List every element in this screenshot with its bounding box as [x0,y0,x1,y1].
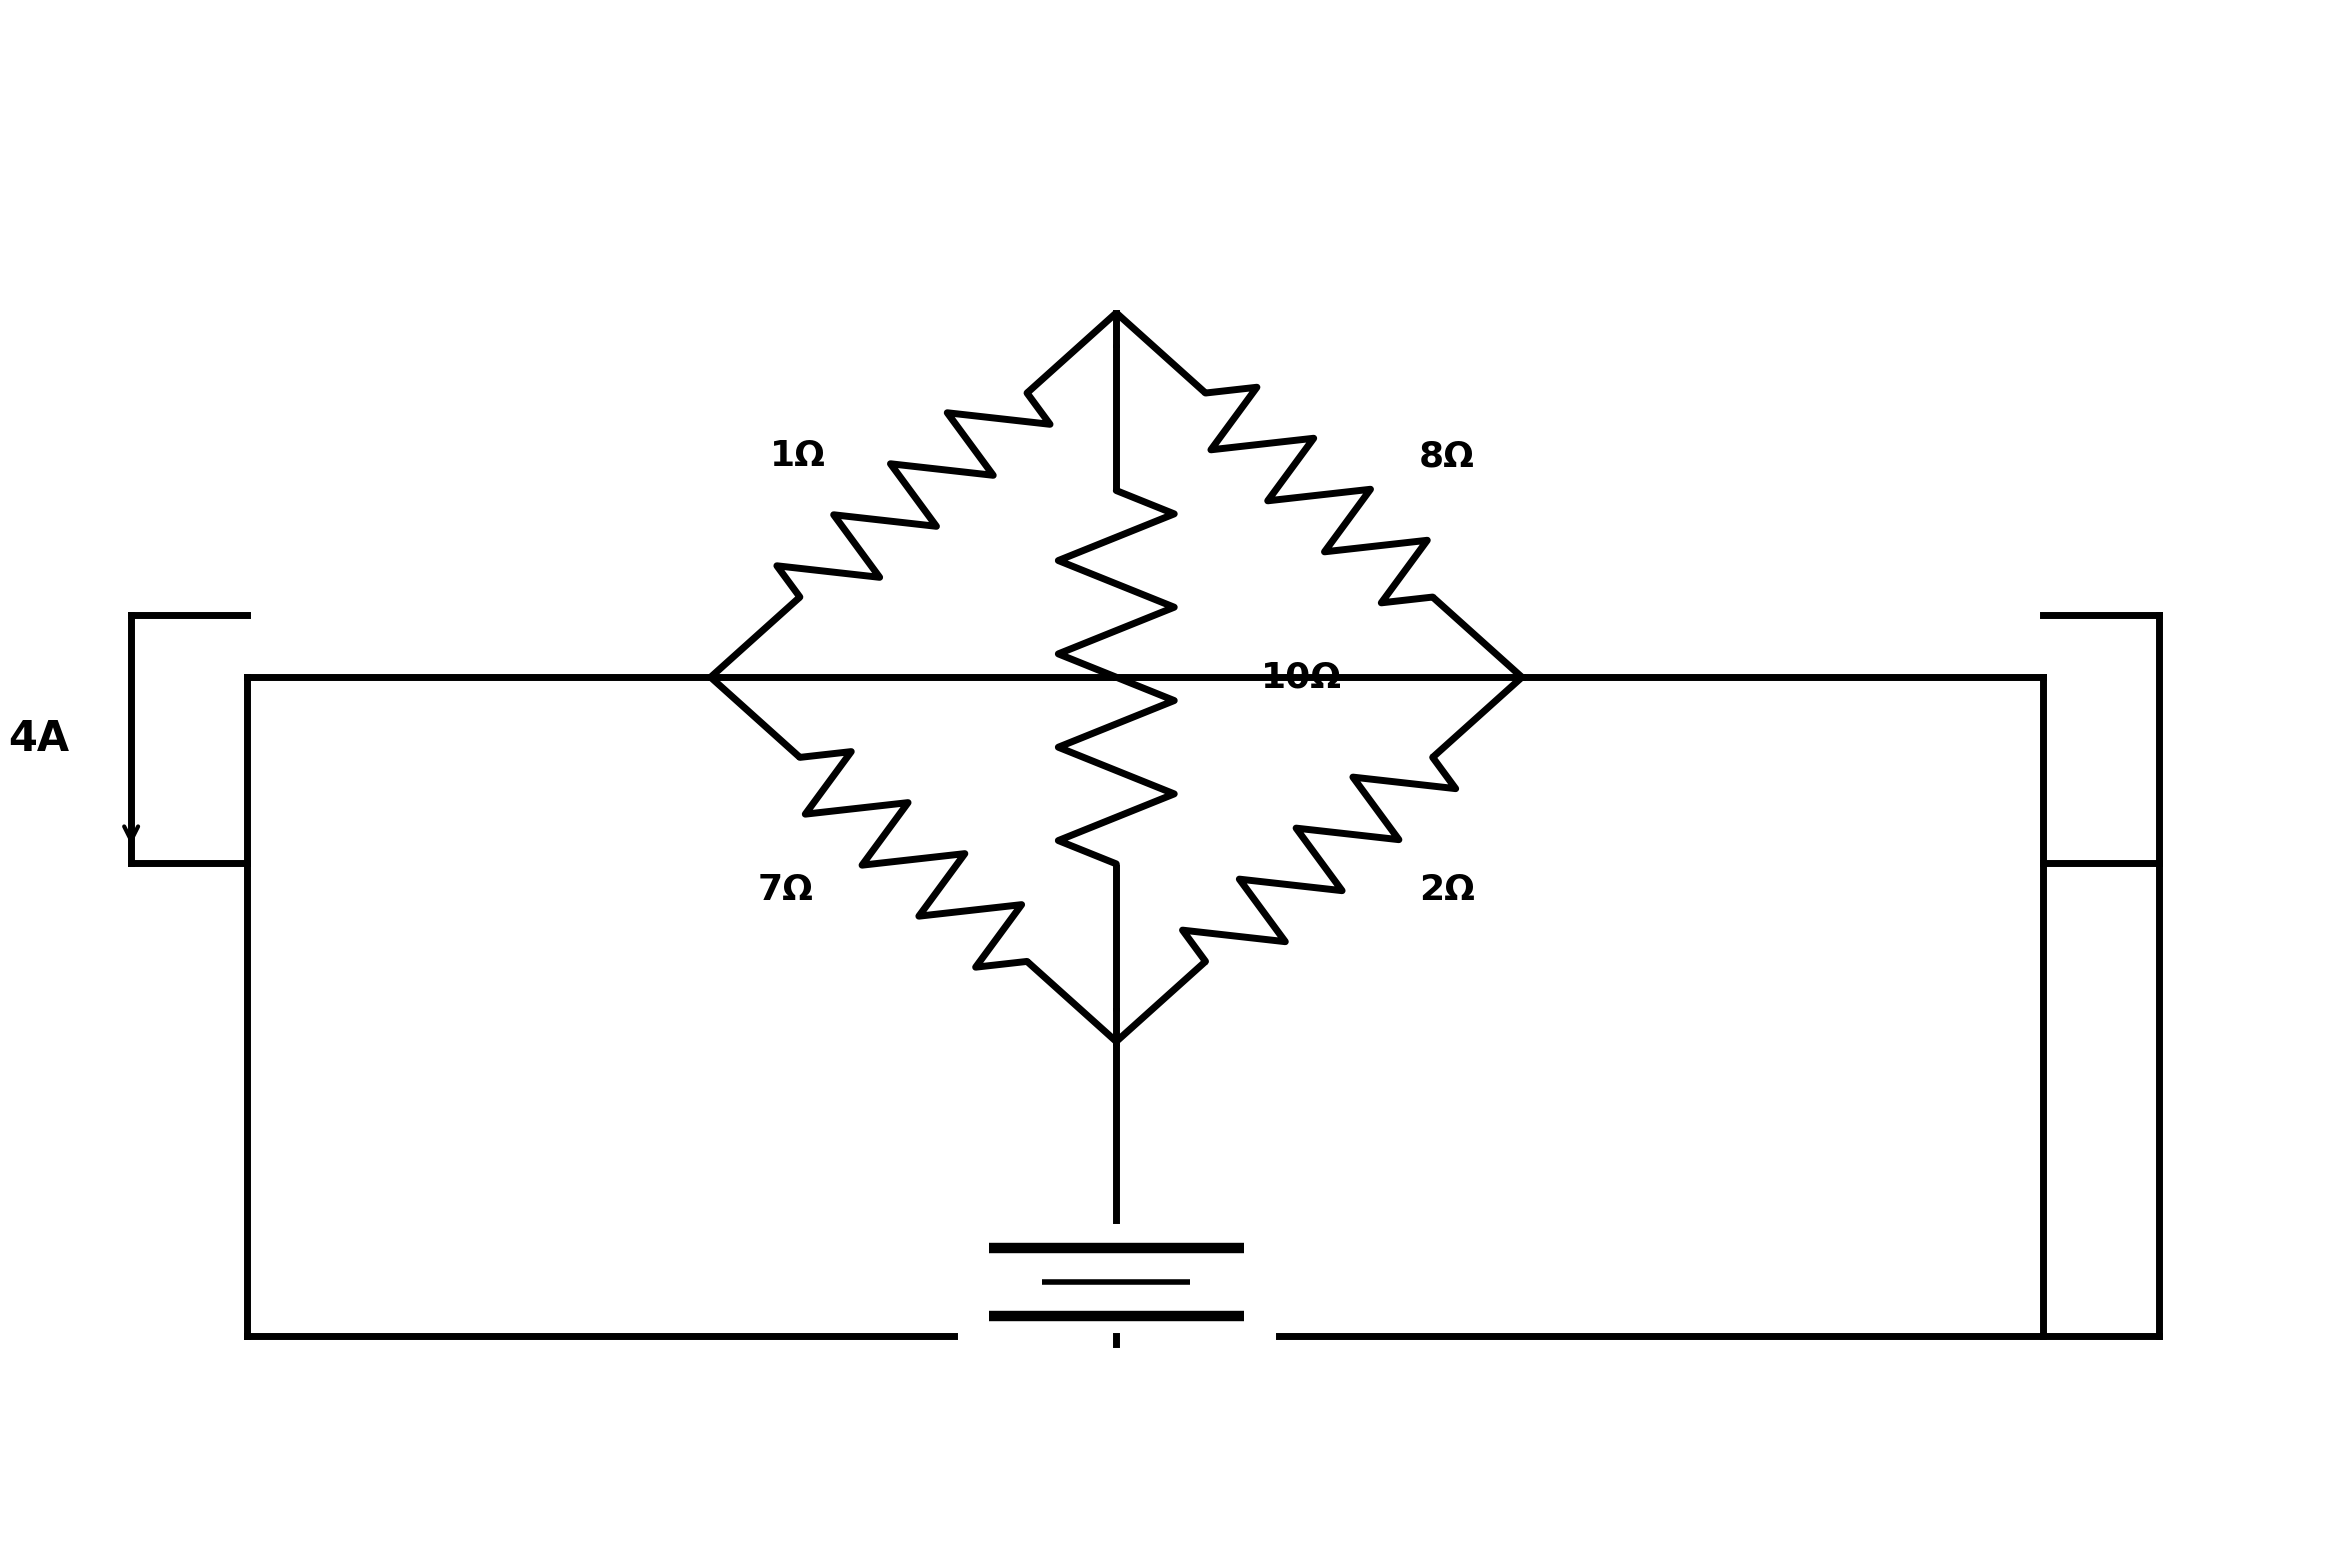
Text: 2Ω: 2Ω [1418,873,1474,907]
Text: 10Ω: 10Ω [1261,660,1343,694]
Text: 7Ω: 7Ω [757,873,813,907]
Text: 4A: 4A [7,719,70,761]
Text: 8Ω: 8Ω [1418,439,1474,473]
Text: 1Ω: 1Ω [769,439,825,473]
